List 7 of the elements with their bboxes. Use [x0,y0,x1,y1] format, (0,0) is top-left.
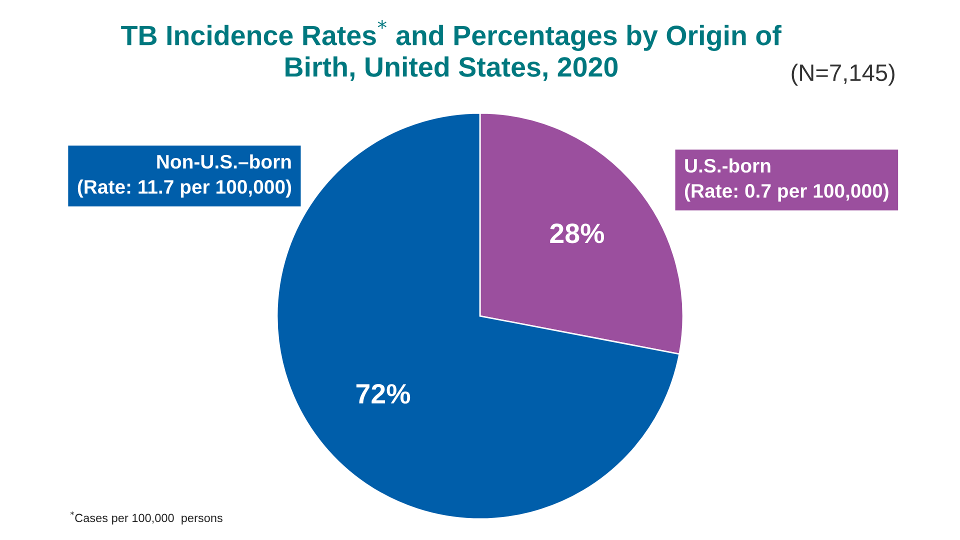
chart-title: TB Incidence Rates$^{*}$ and Percentages by Origin of Birth, United States, 2020 [121,20,782,81]
text: $^{*}$Cases per 100,000 persons [70,511,222,524]
chart-subtitle: (N=7,145) [792,64,894,86]
data-label: 72% [356,384,410,404]
slice-label: Non-U.S.–born (Rate: 11.7 per 100,000) [78,154,292,198]
data-label: 28% [550,224,604,244]
slice-label: U.S.-born (Rate: 0.7 per 100,000) [684,158,888,202]
